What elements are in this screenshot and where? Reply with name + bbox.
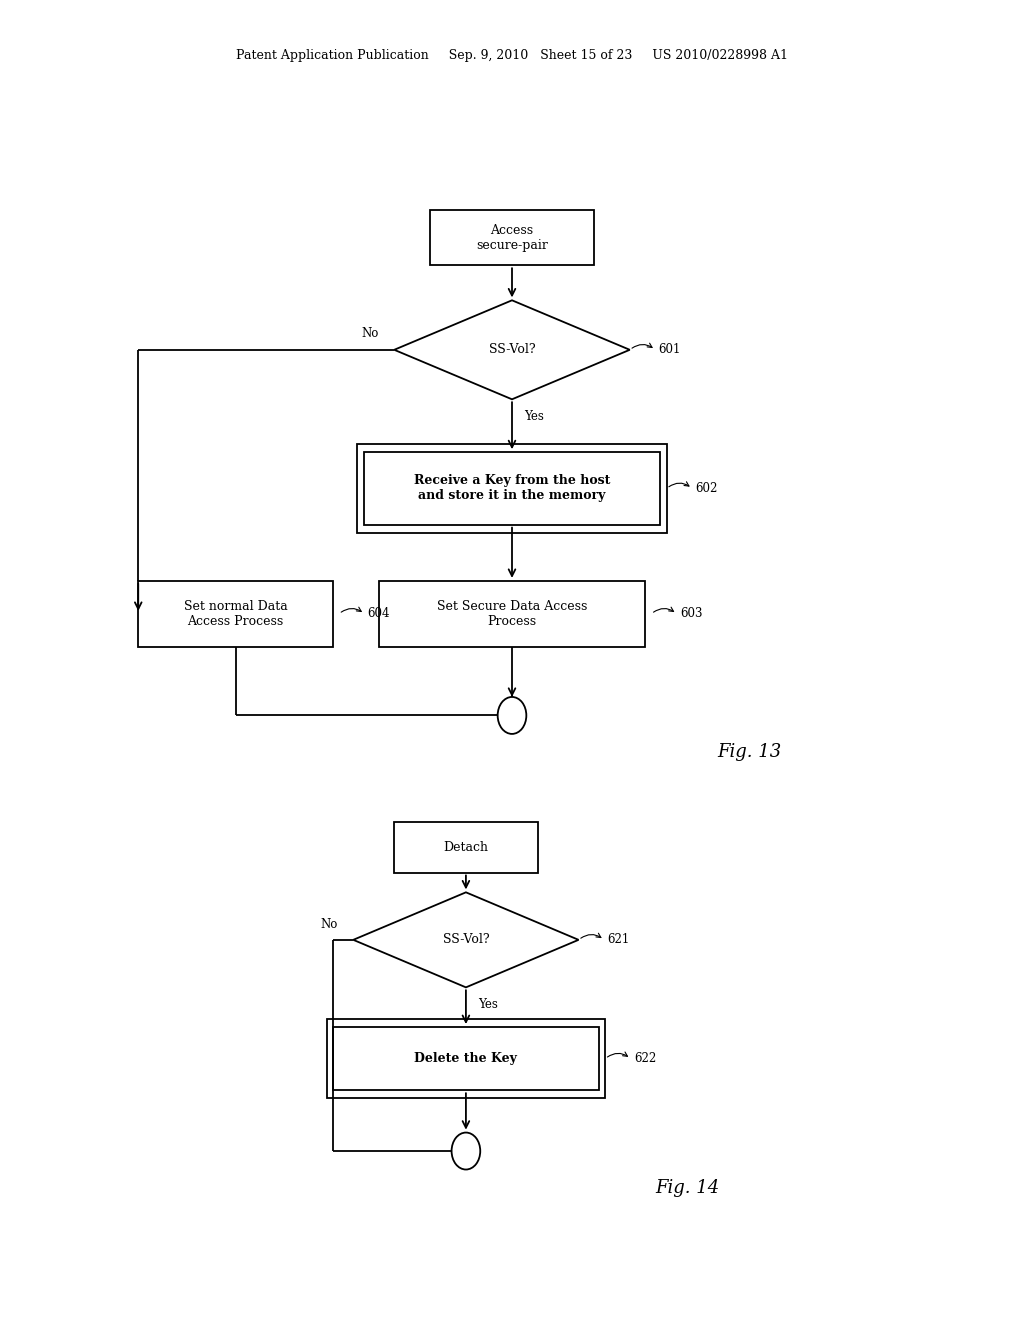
- Text: Yes: Yes: [478, 998, 498, 1011]
- Text: 604: 604: [368, 607, 390, 620]
- Bar: [333, 1027, 599, 1090]
- Bar: [138, 581, 333, 647]
- Text: Fig. 13: Fig. 13: [717, 743, 781, 762]
- Circle shape: [452, 1133, 480, 1170]
- Text: SS-Vol?: SS-Vol?: [488, 343, 536, 356]
- Text: No: No: [361, 327, 379, 341]
- Text: 602: 602: [695, 482, 718, 495]
- Text: Receive a Key from the host
and store it in the memory: Receive a Key from the host and store it…: [414, 474, 610, 503]
- Polygon shape: [353, 892, 579, 987]
- Text: Delete the Key: Delete the Key: [415, 1052, 517, 1065]
- Text: No: No: [321, 917, 338, 931]
- Text: Yes: Yes: [524, 409, 544, 422]
- Text: Detach: Detach: [443, 841, 488, 854]
- Text: 621: 621: [607, 933, 630, 946]
- Text: SS-Vol?: SS-Vol?: [442, 933, 489, 946]
- Text: 601: 601: [658, 343, 681, 356]
- Text: Set Secure Data Access
Process: Set Secure Data Access Process: [437, 599, 587, 628]
- Text: 622: 622: [634, 1052, 656, 1065]
- Bar: [379, 581, 645, 647]
- Bar: [327, 1019, 605, 1098]
- Polygon shape: [394, 301, 630, 399]
- Text: Patent Application Publication     Sep. 9, 2010   Sheet 15 of 23     US 2010/022: Patent Application Publication Sep. 9, 2…: [236, 49, 788, 62]
- Text: Access
secure-pair: Access secure-pair: [476, 223, 548, 252]
- Text: Fig. 14: Fig. 14: [655, 1179, 720, 1197]
- Bar: [394, 822, 538, 873]
- Bar: [364, 451, 660, 524]
- Circle shape: [498, 697, 526, 734]
- Bar: [357, 444, 667, 532]
- Text: 603: 603: [680, 607, 702, 620]
- Bar: [430, 210, 594, 265]
- Text: Set normal Data
Access Process: Set normal Data Access Process: [183, 599, 288, 628]
